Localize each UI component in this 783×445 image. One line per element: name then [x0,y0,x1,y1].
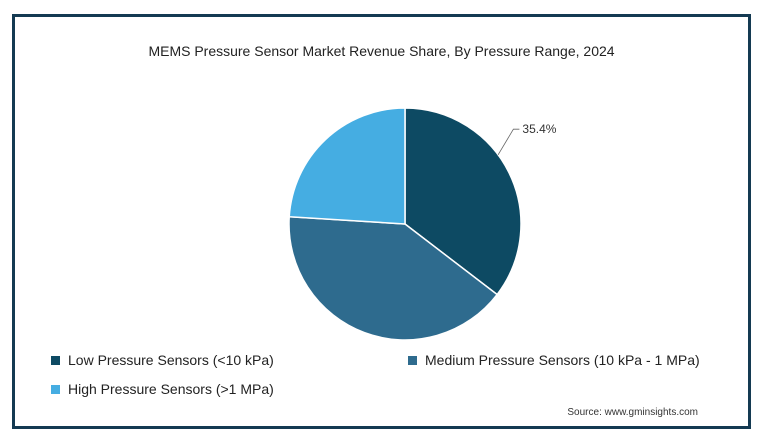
legend-swatch-high [51,384,60,394]
legend-item-low: Low Pressure Sensors (<10 kPa) [51,352,274,368]
legend-label-high: High Pressure Sensors (>1 MPa) [68,381,274,397]
source-note: Source: www.gminsights.com [567,407,698,418]
pie-slice-high [288,107,406,225]
legend-item-medium: Medium Pressure Sensors (10 kPa - 1 MPa) [408,352,700,368]
data-label-low: 35.4% [522,122,556,136]
chart-title: MEMS Pressure Sensor Market Revenue Shar… [148,43,615,59]
legend-label-low: Low Pressure Sensors (<10 kPa) [68,352,274,368]
pie-chart: 35.4% [288,107,557,341]
legend-swatch-low [51,355,60,365]
legend-label-medium: Medium Pressure Sensors (10 kPa - 1 MPa) [425,352,700,368]
data-label-leader-line [497,128,520,156]
legend-swatch-medium [408,355,417,365]
pie-slice-medium [288,215,499,341]
chart-frame: MEMS Pressure Sensor Market Revenue Shar… [12,14,751,429]
legend-item-high: High Pressure Sensors (>1 MPa) [51,381,274,397]
pie-slice-low [404,107,522,296]
